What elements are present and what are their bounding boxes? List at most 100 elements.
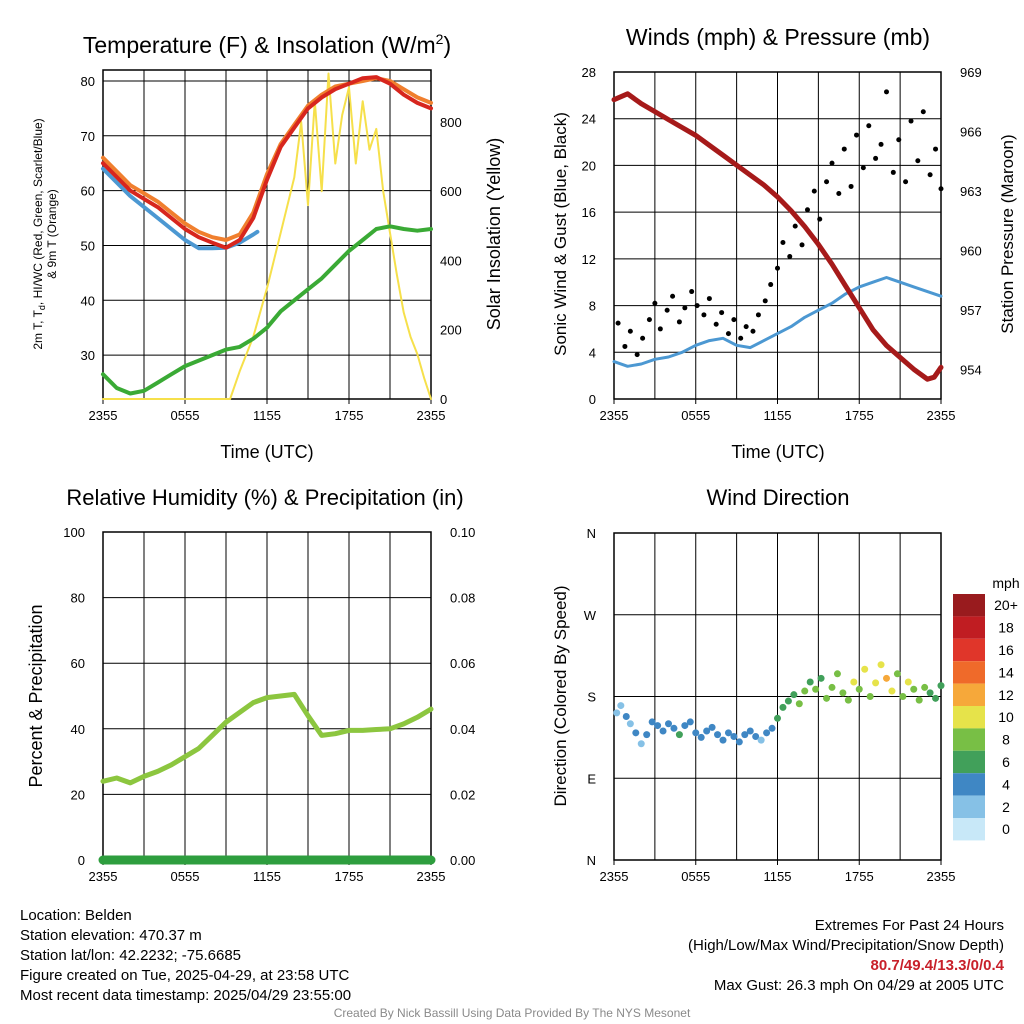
legend-label: 20+ <box>994 597 1018 613</box>
gust-point <box>775 265 780 271</box>
x-tick-label: 1155 <box>253 869 281 884</box>
y-tick-label: 28 <box>582 65 596 80</box>
gust-point <box>873 155 879 161</box>
direction-tick-label: E <box>587 771 596 786</box>
y2-tick-label: 0.02 <box>450 787 475 802</box>
most-recent-timestamp: Most recent data timestamp: 2025/04/29 2… <box>20 987 352 1004</box>
gust-point <box>804 207 810 213</box>
direction-point <box>774 714 781 722</box>
gust-point <box>762 298 768 304</box>
gust-point <box>657 326 663 332</box>
direction-point <box>719 736 727 744</box>
y2-tick-label: 969 <box>960 65 982 80</box>
gust-point <box>676 319 682 325</box>
direction-point <box>795 700 803 708</box>
y-tick-label: 80 <box>71 591 85 606</box>
direction-point <box>675 731 683 739</box>
station-latlon: Station lat/lon: 42.2232; -75.6685 <box>20 947 242 964</box>
wind-direction-ylabel: Direction (Colored By Speed) <box>551 585 570 806</box>
direction-point <box>910 685 918 693</box>
station-elevation: Station elevation: 470.37 m <box>20 927 202 944</box>
winds-xlabel: Time (UTC) <box>731 442 824 462</box>
gust-point <box>719 310 725 316</box>
y2-tick-label: 963 <box>960 184 982 199</box>
y-tick-label: 0 <box>589 392 596 407</box>
direction-point <box>888 687 896 695</box>
gust-point <box>836 190 842 196</box>
x-tick-label: 2355 <box>927 869 956 884</box>
direction-point <box>626 720 634 728</box>
ylabel-sub: d <box>37 305 47 310</box>
gust-point <box>768 282 774 288</box>
x-tick-label: 0555 <box>171 869 200 884</box>
y-tick-label: 16 <box>582 205 596 220</box>
direction-point <box>617 702 625 710</box>
direction-point <box>855 685 863 693</box>
wind-direction-title: Wind Direction <box>706 485 849 510</box>
direction-point <box>850 678 858 686</box>
gust-point <box>755 312 761 318</box>
extremes-panel: Extremes For Past 24 Hours (High/Low/Max… <box>688 916 1004 996</box>
temperature-ylabel-line2: & 9m T (Orange) <box>45 189 59 279</box>
legend-swatch <box>953 706 985 729</box>
direction-point <box>823 694 831 702</box>
gust-point <box>824 179 830 185</box>
humidity-title: Relative Humidity (%) & Precipitation (i… <box>66 485 463 510</box>
direction-point <box>686 718 694 726</box>
y-tick-label: 60 <box>81 184 95 199</box>
gust-point <box>884 89 889 95</box>
legend-label: 12 <box>998 687 1014 703</box>
direction-point <box>883 674 890 682</box>
legend-swatch <box>953 616 985 639</box>
temp-2m-line <box>101 75 433 250</box>
x-tick-label: 1155 <box>764 869 792 884</box>
humidity-ylabel: Percent & Precipitation <box>26 604 46 787</box>
direction-point <box>893 670 901 678</box>
gust-point <box>848 183 854 189</box>
direction-point <box>724 729 732 737</box>
legend-label: 10 <box>998 709 1014 725</box>
legend-swatch <box>953 661 985 684</box>
extremes-subheading: (High/Low/Max Wind/Precipitation/Snow De… <box>688 937 1004 954</box>
legend-swatch <box>953 750 985 774</box>
y2-tick-label: 0.06 <box>450 656 475 671</box>
legend-label: 2 <box>1002 799 1010 815</box>
y-tick-label: 20 <box>71 787 85 802</box>
direction-point <box>779 703 787 711</box>
y-tick-label: 4 <box>589 345 596 360</box>
gust-point <box>670 293 676 299</box>
gust-point <box>706 296 712 302</box>
gust-point <box>634 352 640 358</box>
y2-tick-label: 600 <box>440 184 462 199</box>
x-tick-label: 2355 <box>89 869 118 884</box>
y-tick-label: 40 <box>81 293 95 308</box>
winds-title: Winds (mph) & Pressure (mb) <box>626 24 930 50</box>
ylabel-part1: 2m T, T <box>31 309 45 349</box>
direction-point <box>899 693 907 700</box>
winds-panel: 2355 0555 1155 1755 2355 Winds (mph) & Pressu… <box>551 24 1017 462</box>
gust-point <box>787 254 793 260</box>
y-tick-label: 30 <box>81 348 95 363</box>
direction-point <box>752 732 760 740</box>
gust-point <box>938 186 944 192</box>
y2-tick-label: 954 <box>960 362 982 377</box>
gust-point <box>689 289 695 295</box>
direction-point <box>659 727 667 735</box>
direction-tick-label: N <box>587 853 596 868</box>
legend-label: 8 <box>1002 732 1010 748</box>
insolation-line <box>102 72 432 400</box>
direction-point <box>708 723 716 731</box>
y-tick-label: 24 <box>582 112 596 127</box>
gust-point <box>622 343 628 349</box>
gust-point <box>713 321 719 327</box>
gust-point <box>841 146 847 152</box>
gust-point <box>725 331 731 337</box>
legend-label: 18 <box>998 620 1014 636</box>
direction-point <box>839 689 847 697</box>
windchill-line <box>101 166 260 251</box>
wind-direction-panel: 2355 0555 1155 1755 2355 Wind Direction N E S W N D… <box>551 485 1020 884</box>
legend-swatch <box>953 818 985 841</box>
direction-point <box>768 724 776 732</box>
gust-point <box>890 169 896 175</box>
